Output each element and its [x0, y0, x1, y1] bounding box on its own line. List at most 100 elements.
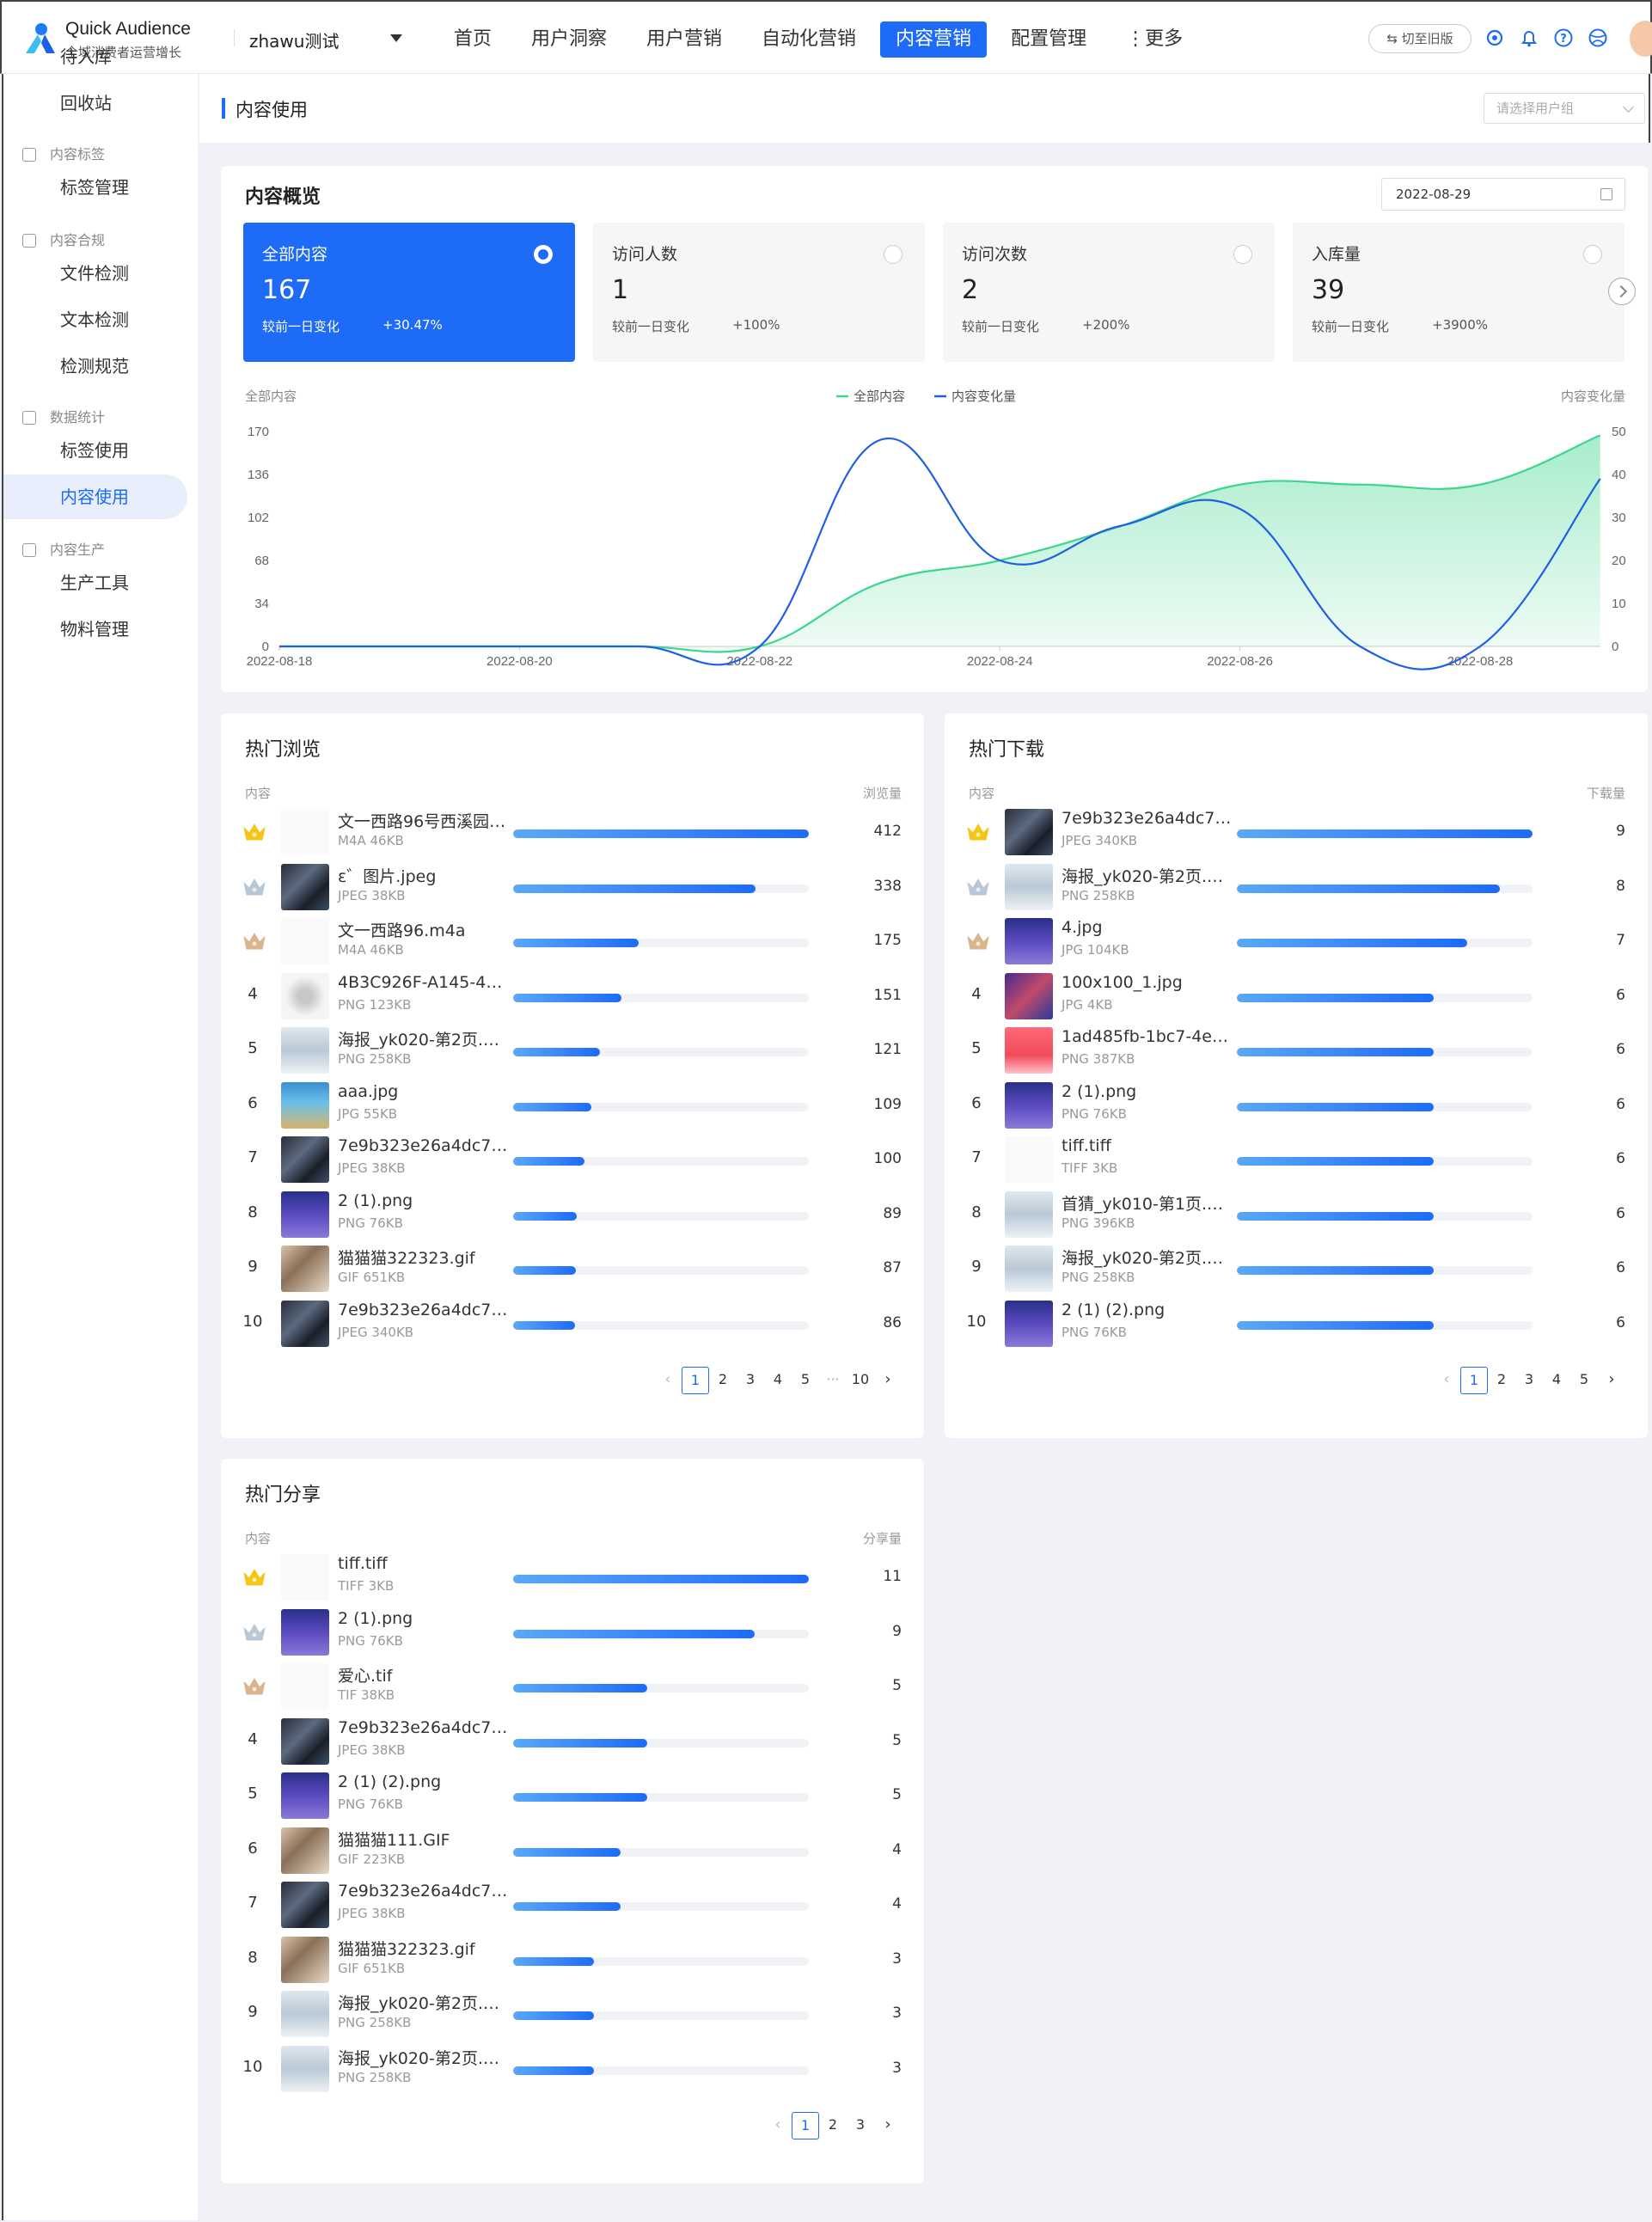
list-item[interactable]: 7e9b323e26a4dc71d… JPEG 340KB 9 — [945, 805, 1648, 860]
list-item[interactable]: 9 海报_yk020-第2页.png PNG 258KB 6 — [945, 1242, 1648, 1297]
sidebar-item-10[interactable]: 内容使用 — [3, 474, 187, 519]
pagination-page[interactable]: 2 — [1496, 1371, 1507, 1387]
file-name[interactable]: 海报_yk020-第2页.png — [1062, 1249, 1233, 1268]
list-item[interactable]: 6 猫猫猫111.GIF GIF 223KB 4 — [221, 1824, 924, 1879]
file-name[interactable]: 7e9b323e26a4dc71d… — [338, 1882, 510, 1901]
pagination-page[interactable]: 3 — [1524, 1371, 1534, 1387]
file-name[interactable]: tiff.tiff — [338, 1554, 388, 1573]
sidebar-item-3[interactable]: 标签管理 — [60, 177, 129, 198]
list-item[interactable]: 5 海报_yk020-第2页.png PNG 258KB 121 — [221, 1024, 924, 1079]
radio-icon[interactable] — [534, 245, 553, 264]
list-item[interactable]: 6 2 (1).png PNG 76KB 6 — [945, 1079, 1648, 1134]
sidebar-item-6[interactable]: 文本检测 — [60, 309, 129, 330]
language-globe-icon[interactable] — [1587, 27, 1609, 49]
file-name[interactable]: aaa.jpg — [338, 1081, 399, 1101]
sidebar-item-1[interactable]: 回收站 — [60, 93, 112, 113]
list-item[interactable]: 7 tiff.tiff TIFF 3KB 6 — [945, 1133, 1648, 1188]
pagination-page[interactable]: 10 — [851, 1371, 870, 1387]
file-name[interactable]: 7e9b323e26a4dc71d… — [1062, 809, 1233, 828]
chevron-down-icon[interactable] — [390, 34, 402, 42]
list-item[interactable]: 4 4B3C926F-A145-4E5… PNG 123KB 151 — [221, 970, 924, 1025]
sidebar-item-0[interactable]: 待入库 — [60, 46, 112, 67]
file-name[interactable]: 2 (1) (2).png — [1062, 1300, 1166, 1319]
sidebar-item-12[interactable]: 生产工具 — [60, 572, 129, 593]
nav-item-3[interactable]: 自动化营销 — [762, 28, 857, 50]
bell-icon[interactable] — [1518, 27, 1540, 49]
file-name[interactable]: ɛ゛图片.jpeg — [338, 866, 437, 886]
list-item[interactable]: 4 100x100_1.jpg JPG 4KB 6 — [945, 970, 1648, 1025]
pagination-prev-icon[interactable]: ‹ — [1443, 1370, 1450, 1388]
sidebar-item-13[interactable]: 物料管理 — [60, 619, 129, 640]
file-name[interactable]: 2 (1).png — [338, 1608, 413, 1628]
file-name[interactable]: 100x100_1.jpg — [1062, 972, 1183, 992]
list-item[interactable]: 爱心.tif TIF 38KB 5 — [221, 1660, 924, 1715]
workspace-select[interactable]: zhawu测试 — [249, 31, 340, 52]
pagination-page[interactable]: 3 — [745, 1371, 756, 1387]
settings-gear-icon[interactable] — [1484, 27, 1506, 49]
switch-old-version-button[interactable]: ⇆ 切至旧版 — [1368, 24, 1472, 53]
list-item[interactable]: 8 猫猫猫322323.gif GIF 651KB 3 — [221, 1933, 924, 1988]
pagination-next-icon[interactable]: › — [884, 2115, 891, 2133]
list-item[interactable]: 4 7e9b323e26a4dc71d… JPEG 38KB 5 — [221, 1715, 924, 1770]
list-item[interactable]: 7 7e9b323e26a4dc71d… JPEG 38KB 100 — [221, 1133, 924, 1188]
list-item[interactable]: ɛ゛图片.jpeg JPEG 38KB 338 — [221, 860, 924, 915]
file-name[interactable]: 1ad485fb-1bc7-4e01-… — [1062, 1027, 1233, 1046]
file-name[interactable]: 7e9b323e26a4dc71d… — [338, 1717, 510, 1737]
list-item[interactable]: 8 2 (1).png PNG 76KB 89 — [221, 1188, 924, 1243]
file-name[interactable]: 爱心.tif — [338, 1667, 393, 1686]
sidebar-item-7[interactable]: 检测规范 — [60, 356, 129, 376]
date-picker[interactable]: 2022-08-29 — [1381, 178, 1625, 211]
list-item[interactable]: 8 首猜_yk010-第1页.png PNG 396KB 6 — [945, 1188, 1648, 1243]
list-item[interactable]: 文一西路96号西溪园… M4A 46KB 412 — [221, 805, 924, 860]
file-name[interactable]: 猫猫猫322323.gif — [338, 1249, 475, 1268]
pagination-page[interactable]: 1 — [682, 1367, 709, 1394]
file-name[interactable]: 7e9b323e26a4dc71d… — [338, 1136, 510, 1155]
help-icon[interactable]: ? — [1552, 27, 1575, 49]
list-item[interactable]: 10 海报_yk020-第2页.png PNG 258KB 3 — [221, 2042, 924, 2097]
list-item[interactable]: 5 1ad485fb-1bc7-4e01-… PNG 387KB 6 — [945, 1024, 1648, 1079]
file-name[interactable]: 2 (1).png — [338, 1191, 413, 1210]
list-item[interactable]: 10 2 (1) (2).png PNG 76KB 6 — [945, 1297, 1648, 1352]
pagination-page[interactable]: 2 — [718, 1371, 728, 1387]
list-item[interactable]: tiff.tiff TIFF 3KB 11 — [221, 1551, 924, 1606]
metric-card-3[interactable]: 入库量 39 较前一日变化 +3900% — [1293, 223, 1624, 362]
next-cards-arrow-icon[interactable] — [1608, 278, 1636, 305]
file-name[interactable]: 2 (1).png — [1062, 1081, 1137, 1101]
pagination-page[interactable]: 3 — [855, 2116, 866, 2133]
file-name[interactable]: 2 (1) (2).png — [338, 1772, 442, 1791]
list-item[interactable]: 2 (1).png PNG 76KB 9 — [221, 1606, 924, 1661]
pagination-next-icon[interactable]: › — [884, 1370, 891, 1388]
list-item[interactable]: 5 2 (1) (2).png PNG 76KB 5 — [221, 1769, 924, 1824]
pagination-page[interactable]: 4 — [773, 1371, 783, 1387]
file-name[interactable]: 4.jpg — [1062, 918, 1103, 937]
sidebar-item-5[interactable]: 文件检测 — [60, 263, 129, 284]
file-name[interactable]: 文一西路96.m4a — [338, 921, 466, 940]
nav-item-6[interactable]: ⋮更多 — [1126, 28, 1184, 50]
nav-item-1[interactable]: 用户洞察 — [531, 28, 608, 50]
metric-card-1[interactable]: 访问人数 1 较前一日变化 +100% — [593, 223, 925, 362]
quick-audience-logo-icon[interactable] — [21, 21, 58, 58]
file-name[interactable]: 7e9b323e26a4dc71d… — [338, 1300, 510, 1319]
metric-card-2[interactable]: 访问次数 2 较前一日变化 +200% — [943, 223, 1275, 362]
file-name[interactable]: 首猜_yk010-第1页.png — [1062, 1194, 1233, 1214]
pagination-page[interactable]: 4 — [1551, 1371, 1562, 1387]
pagination-page[interactable]: 1 — [1460, 1367, 1488, 1394]
list-item[interactable]: 海报_yk020-第2页.png PNG 258KB 8 — [945, 860, 1648, 915]
sidebar-item-9[interactable]: 标签使用 — [60, 440, 129, 461]
pagination-page[interactable]: 5 — [800, 1371, 811, 1387]
file-name[interactable]: 海报_yk020-第2页.png — [338, 2048, 510, 2068]
pagination-prev-icon[interactable]: ‹ — [664, 1370, 671, 1388]
pagination-page[interactable]: 5 — [1579, 1371, 1589, 1387]
pagination-prev-icon[interactable]: ‹ — [774, 2115, 781, 2133]
pagination-page[interactable]: 1 — [792, 2112, 819, 2139]
list-item[interactable]: 9 海报_yk020-第2页.png PNG 258KB 3 — [221, 1987, 924, 2042]
nav-item-0[interactable]: 首页 — [454, 28, 493, 50]
list-item[interactable]: 6 aaa.jpg JPG 55KB 109 — [221, 1079, 924, 1134]
pagination-page[interactable]: 2 — [828, 2116, 838, 2133]
file-name[interactable]: 4B3C926F-A145-4E5… — [338, 972, 510, 992]
radio-icon[interactable] — [884, 245, 902, 264]
nav-item-2[interactable]: 用户营销 — [646, 28, 723, 50]
file-name[interactable]: 文一西路96号西溪园… — [338, 812, 506, 831]
file-name[interactable]: tiff.tiff — [1062, 1136, 1111, 1155]
file-name[interactable]: 海报_yk020-第2页.png — [338, 1031, 510, 1050]
